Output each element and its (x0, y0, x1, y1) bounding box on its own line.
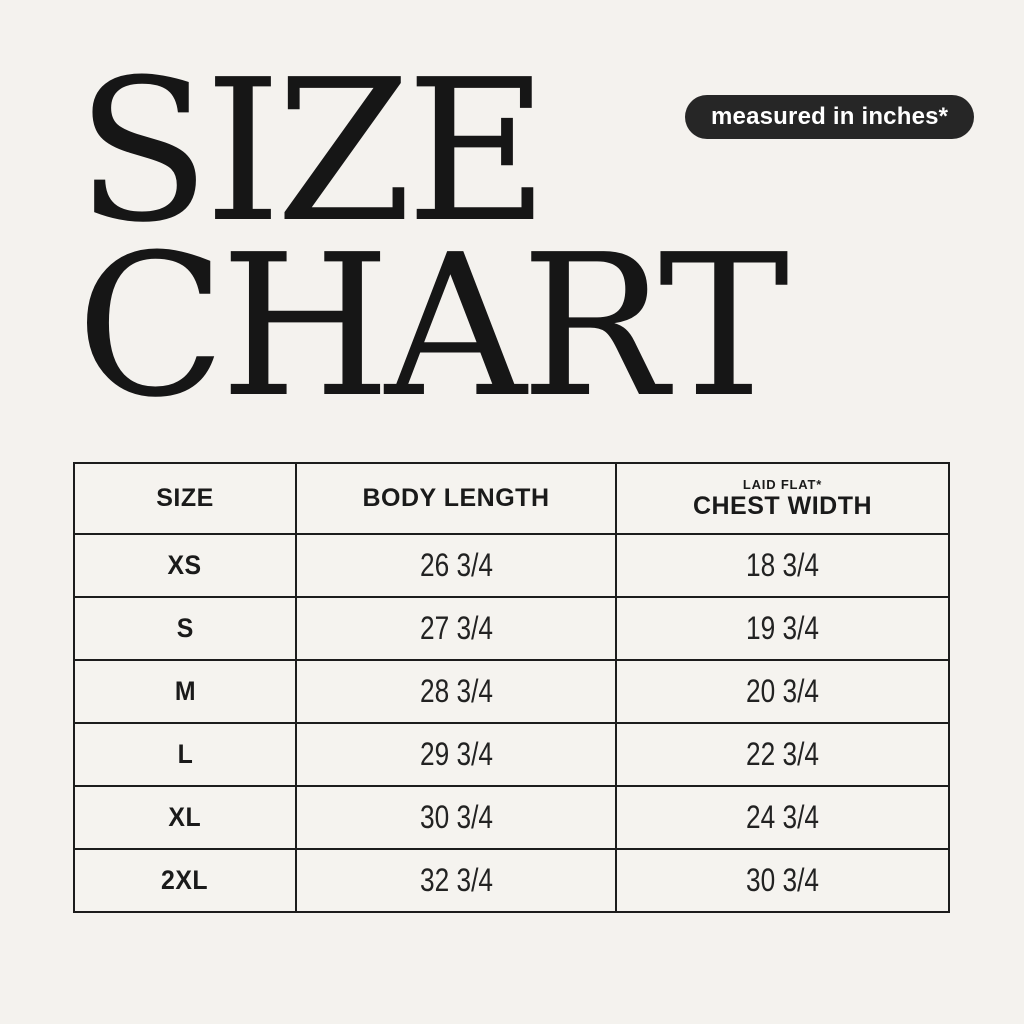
cell-size: XS (73, 533, 297, 598)
title-line-1: SIZE (76, 38, 549, 266)
cell-chest-width: 20 3/4 (615, 659, 950, 724)
badge-label: measured in inches* (711, 103, 949, 130)
cell-body-length: 30 3/4 (295, 785, 617, 850)
cell-body-length: 26 3/4 (295, 533, 617, 598)
page-title: SIZE CHART (76, 38, 789, 441)
column-header-chest-width-sublabel: LAID FLAT* (742, 476, 823, 492)
cell-size: L (73, 722, 297, 787)
column-header-chest-width: LAID FLAT* CHEST WIDTH (615, 462, 950, 535)
table-row-xl: XL 30 3/4 24 3/4 (73, 785, 950, 850)
cell-body-length: 29 3/4 (295, 722, 617, 787)
column-header-size-label: SIZE (156, 483, 214, 512)
column-header-chest-width-label: CHEST WIDTH (692, 491, 873, 520)
table-row-m: M 28 3/4 20 3/4 (73, 659, 950, 724)
table-header: SIZE BODY LENGTH LAID FLAT* CHEST WIDTH (73, 462, 950, 535)
cell-body-length: 28 3/4 (295, 659, 617, 724)
cell-chest-width: 30 3/4 (615, 848, 950, 913)
table-body: XS 26 3/4 18 3/4 S 27 3/4 19 3/4 M 28 3/… (73, 533, 950, 913)
cell-chest-width: 18 3/4 (615, 533, 950, 598)
cell-chest-width: 24 3/4 (615, 785, 950, 850)
title-line-2: CHART (76, 213, 789, 441)
cell-size: M (73, 659, 297, 724)
cell-size: XL (73, 785, 297, 850)
table-row-xs: XS 26 3/4 18 3/4 (73, 533, 950, 598)
header-row: SIZE BODY LENGTH LAID FLAT* CHEST WIDTH (73, 462, 950, 535)
column-header-body-length: BODY LENGTH (295, 462, 617, 535)
cell-body-length: 27 3/4 (295, 596, 617, 661)
cell-chest-width: 19 3/4 (615, 596, 950, 661)
measured-in-inches-badge: measured in inches* (685, 95, 975, 139)
cell-size: 2XL (73, 848, 297, 913)
column-header-size: SIZE (73, 462, 297, 535)
cell-size: S (73, 596, 297, 661)
cell-chest-width: 22 3/4 (615, 722, 950, 787)
size-chart-table: SIZE BODY LENGTH LAID FLAT* CHEST WIDTH … (73, 462, 950, 913)
table-row-l: L 29 3/4 22 3/4 (73, 722, 950, 787)
table-row-s: S 27 3/4 19 3/4 (73, 596, 950, 661)
column-header-body-length-label: BODY LENGTH (362, 483, 550, 512)
table-row-2xl: 2XL 32 3/4 30 3/4 (73, 848, 950, 913)
cell-body-length: 32 3/4 (295, 848, 617, 913)
